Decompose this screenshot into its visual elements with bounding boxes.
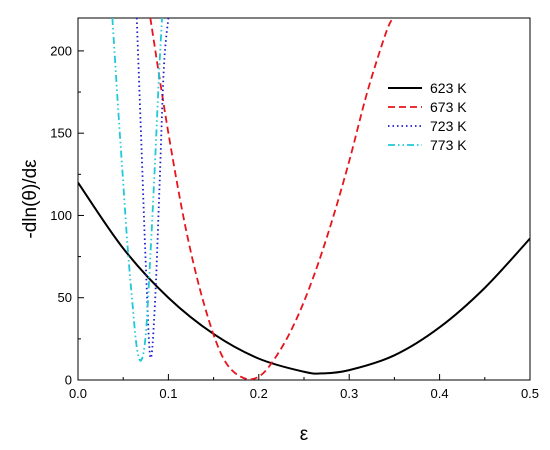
series-layer	[78, 18, 530, 380]
x-tick-label: 0.3	[340, 386, 358, 401]
y-tick-label: 0	[65, 373, 72, 388]
x-tick-label: 0.1	[159, 386, 177, 401]
y-axis-title: -dln(θ)/dε	[20, 159, 41, 239]
y-tick-label: 150	[50, 126, 72, 141]
series-line-723-k	[135, 18, 170, 359]
x-axis: 0.0 0.1 0.2 0.3 0.4 0.5	[69, 374, 539, 401]
y-tick-label: 50	[58, 290, 72, 305]
series-line-623-k	[78, 181, 530, 375]
y-tick-label: 200	[50, 43, 72, 58]
series-line-673-k	[149, 18, 394, 380]
legend-label-773-k: 773 K	[430, 137, 467, 153]
x-tick-label: 0.4	[431, 386, 449, 401]
x-tick-label: 0.5	[521, 386, 539, 401]
legend-label-723-k: 723 K	[430, 118, 467, 134]
legend-label-673-k: 673 K	[430, 99, 467, 115]
series-line-773-k	[111, 18, 163, 362]
y-axis: 0 50 100 150 200	[50, 43, 84, 388]
x-tick-label: 0.2	[250, 386, 268, 401]
legend: 623 K 673 K 723 K 773 K	[388, 80, 467, 153]
x-axis-title: ε	[300, 424, 309, 445]
legend-label-623-k: 623 K	[430, 80, 467, 96]
y-tick-label: 100	[50, 208, 72, 223]
x-tick-label: 0.0	[69, 386, 87, 401]
